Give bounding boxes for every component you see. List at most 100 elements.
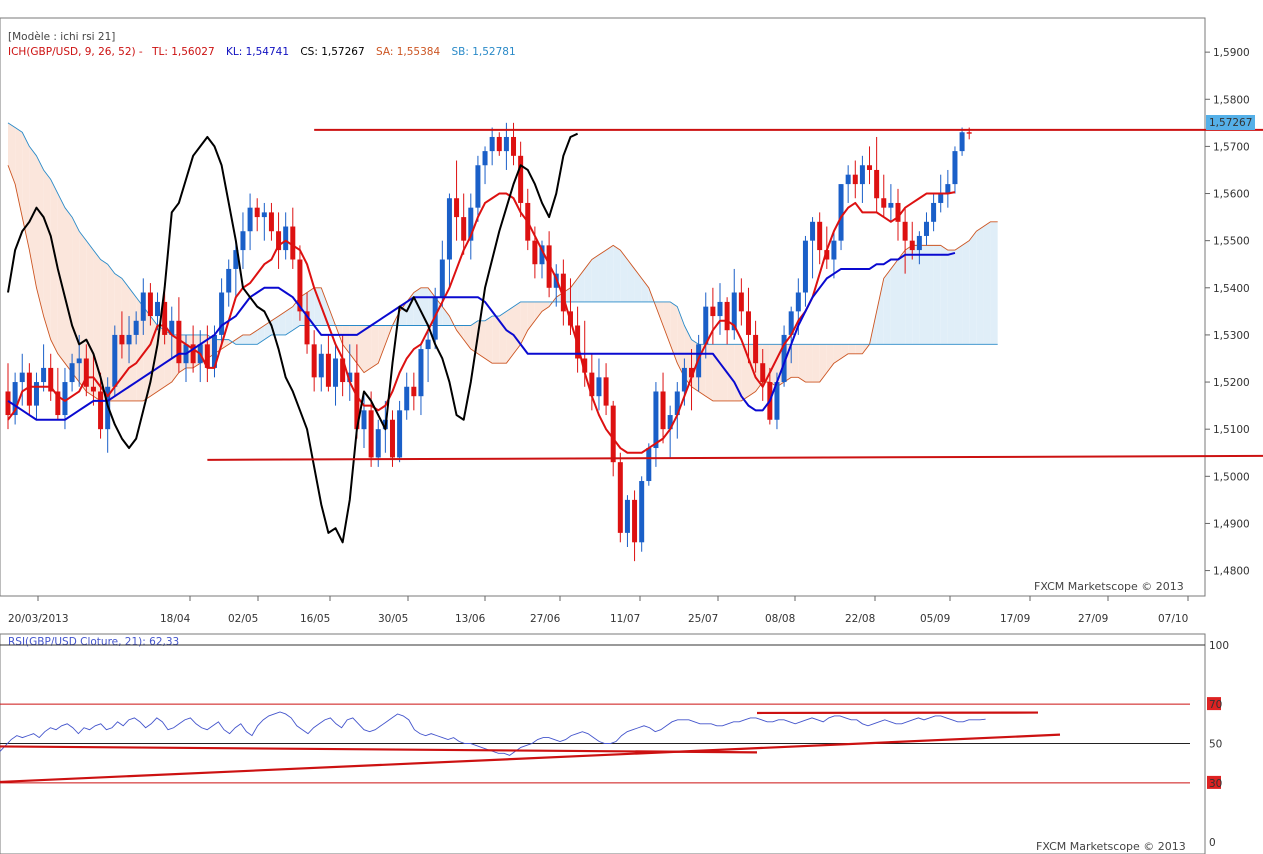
kumo-segment (940, 245, 948, 345)
kumo-segment (100, 259, 108, 401)
support-resistance-lines (207, 128, 1263, 461)
candle-body (859, 165, 865, 185)
candle-body (475, 165, 481, 208)
rsi-level-tag (1207, 775, 1221, 789)
candle-body (368, 410, 374, 458)
candle-body (76, 358, 82, 364)
kumo-segment (371, 325, 379, 368)
candle-body (660, 391, 666, 430)
candle-body (432, 297, 438, 340)
candle-body (966, 132, 972, 134)
candle-body (496, 136, 502, 152)
kumo-segment (819, 344, 827, 383)
kumo-segment (983, 221, 991, 345)
candle-body (404, 386, 410, 411)
candle-body (62, 382, 68, 416)
kumo-segment (627, 259, 635, 302)
senkou-a-value: SA: 1,55384 (376, 46, 440, 58)
kumo-segment (912, 245, 920, 345)
rsi-trend-line (0, 733, 1061, 784)
kumo-segment (442, 306, 450, 326)
candle-body (532, 240, 538, 265)
candle-body (646, 448, 652, 482)
kumo-segment (257, 325, 265, 345)
kumo-segment (285, 306, 293, 335)
support-line (207, 454, 1263, 461)
kumo-segment (499, 311, 507, 364)
candle-body (190, 344, 196, 364)
candle-body (347, 372, 353, 383)
kumo-segment (584, 259, 592, 302)
kumo-segment (876, 278, 884, 345)
kumo-segment (542, 301, 550, 312)
candle-body (923, 221, 929, 236)
candle-body (931, 202, 937, 222)
date-tick-label: 18/04 (160, 613, 191, 625)
chikou-value: CS: 1,57267 (300, 46, 364, 58)
kumo-segment (848, 344, 856, 354)
kumo-segment (50, 179, 58, 354)
kumo-segment (477, 320, 486, 359)
kumo-segment (314, 287, 322, 326)
kumo-segment (905, 245, 913, 345)
candle-body (240, 231, 246, 251)
candle-body (389, 419, 395, 458)
kumo-segment (64, 207, 73, 373)
kumo-segment (43, 169, 51, 340)
kumo-segment (506, 306, 514, 364)
kumo-segment (926, 245, 934, 345)
candle-body (297, 259, 303, 312)
candle-body (674, 391, 680, 416)
kumo-segment (93, 250, 101, 401)
kumo-segment (954, 245, 963, 345)
kumo-segment (378, 325, 386, 364)
price-tick-label: 1,5600 (1213, 189, 1250, 201)
candle-body (667, 415, 673, 430)
date-tick-label: 16/05 (300, 613, 330, 625)
candle-body (945, 184, 951, 194)
candle-body (261, 212, 267, 218)
candle-body (724, 301, 730, 331)
rsi-tick-label: 50 (1209, 739, 1222, 751)
candle-body (119, 334, 125, 345)
kumo-cloud (8, 122, 998, 401)
kumo-segment (727, 344, 735, 401)
candle-body (589, 372, 595, 397)
kumo-segment (919, 245, 927, 345)
candle-body (482, 151, 488, 166)
ichimoku-legend: ICH(GBP/USD, 9, 26, 52) - TL: 1,56027 KL… (8, 46, 516, 58)
rsi-level-tag (1207, 697, 1221, 711)
rsi-tick-label: 70 (1209, 699, 1222, 711)
candle-body (325, 353, 331, 387)
candle-body (204, 344, 210, 368)
rsi-trend-line (0, 745, 758, 754)
candle-body (938, 193, 944, 203)
kumo-segment (456, 325, 464, 340)
kumo-segment (641, 278, 649, 302)
candle-body (781, 334, 787, 383)
rsi-tick-label: 30 (1209, 778, 1222, 790)
price-tick-label: 1,5700 (1213, 141, 1250, 153)
date-tick-label: 11/07 (610, 613, 640, 625)
kumo-segment (242, 334, 251, 345)
candle-body (852, 174, 858, 185)
kumo-segment (883, 268, 891, 345)
candle-body (838, 184, 844, 241)
candle-body (461, 217, 467, 241)
kumo-segment (321, 287, 329, 326)
tenkan-sen (7, 191, 956, 454)
candle-body (411, 386, 417, 397)
kumo-segment (463, 325, 471, 350)
candle-body (952, 151, 958, 185)
candle-body (169, 320, 175, 335)
candle-body (425, 339, 431, 350)
candle-body (710, 306, 716, 317)
kumo-segment (399, 301, 407, 326)
candle-body (788, 311, 794, 335)
candle-body (333, 358, 339, 387)
candle-body (596, 377, 602, 397)
kumo-segment (356, 325, 364, 373)
candle-body (689, 367, 695, 378)
kumo-segment (79, 231, 87, 392)
